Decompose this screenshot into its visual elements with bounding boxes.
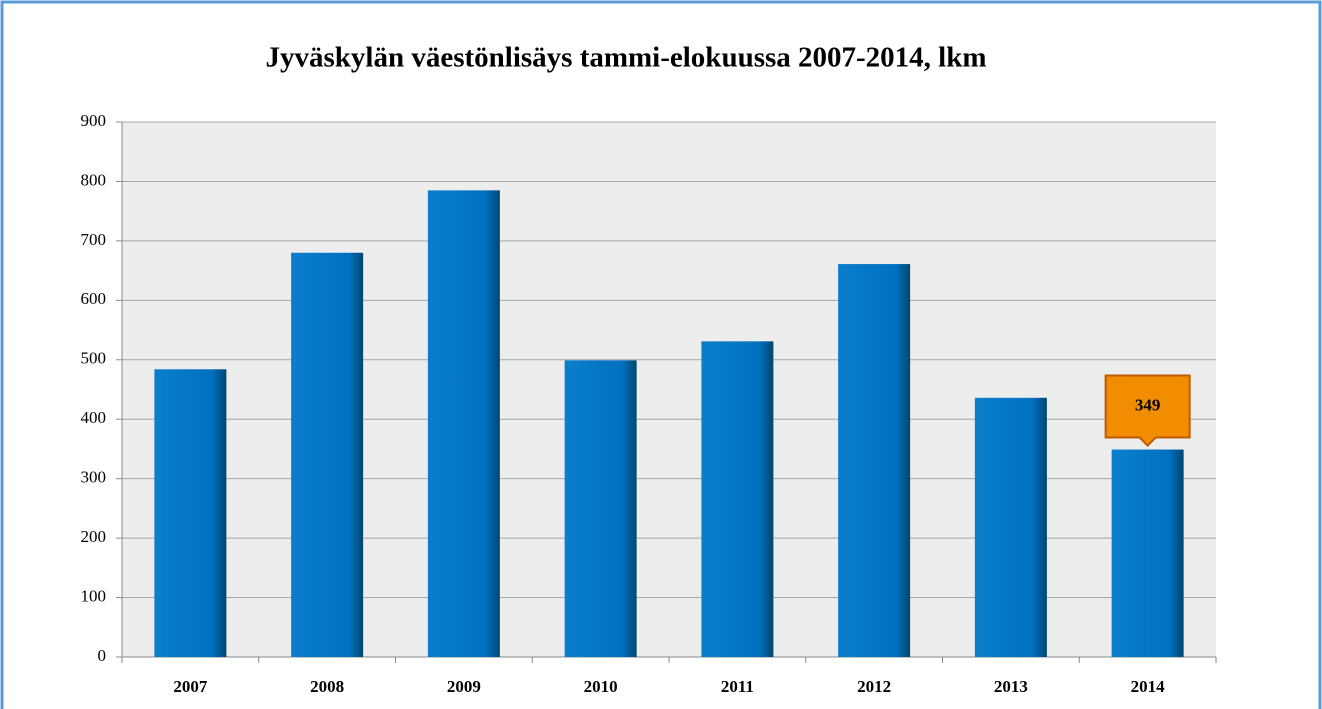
bar bbox=[1111, 449, 1184, 657]
x-tick-label: 2014 bbox=[1131, 677, 1166, 696]
x-tick-label: 2013 bbox=[994, 677, 1028, 696]
y-tick-label: 300 bbox=[81, 468, 107, 487]
x-tick-label: 2010 bbox=[584, 677, 618, 696]
plot-area bbox=[122, 122, 1216, 657]
y-tick-label: 700 bbox=[81, 230, 107, 249]
y-tick-label: 800 bbox=[81, 170, 107, 189]
y-tick-label: 0 bbox=[98, 646, 107, 665]
y-tick-label: 500 bbox=[81, 349, 107, 368]
y-tick-label: 900 bbox=[81, 111, 107, 130]
bar bbox=[291, 252, 364, 657]
bar bbox=[564, 360, 637, 657]
bar bbox=[701, 341, 774, 657]
x-tick-label: 2007 bbox=[173, 677, 208, 696]
y-tick-label: 600 bbox=[81, 289, 107, 308]
bar bbox=[974, 397, 1047, 657]
x-tick-label: 2009 bbox=[447, 677, 481, 696]
x-tick-label: 2008 bbox=[310, 677, 344, 696]
bar bbox=[838, 264, 911, 657]
data-label: 349 bbox=[1135, 395, 1161, 414]
y-tick-label: 100 bbox=[81, 586, 107, 605]
x-tick-label: 2012 bbox=[857, 677, 891, 696]
callout-box bbox=[1104, 374, 1191, 447]
bar bbox=[154, 369, 227, 657]
bar bbox=[427, 190, 500, 657]
chart-title: Jyväskylän väestönlisäys tammi-elokuussa… bbox=[265, 42, 986, 74]
x-tick-label: 2011 bbox=[721, 677, 754, 696]
y-tick-label: 400 bbox=[81, 408, 107, 427]
y-tick-label: 200 bbox=[81, 527, 107, 546]
